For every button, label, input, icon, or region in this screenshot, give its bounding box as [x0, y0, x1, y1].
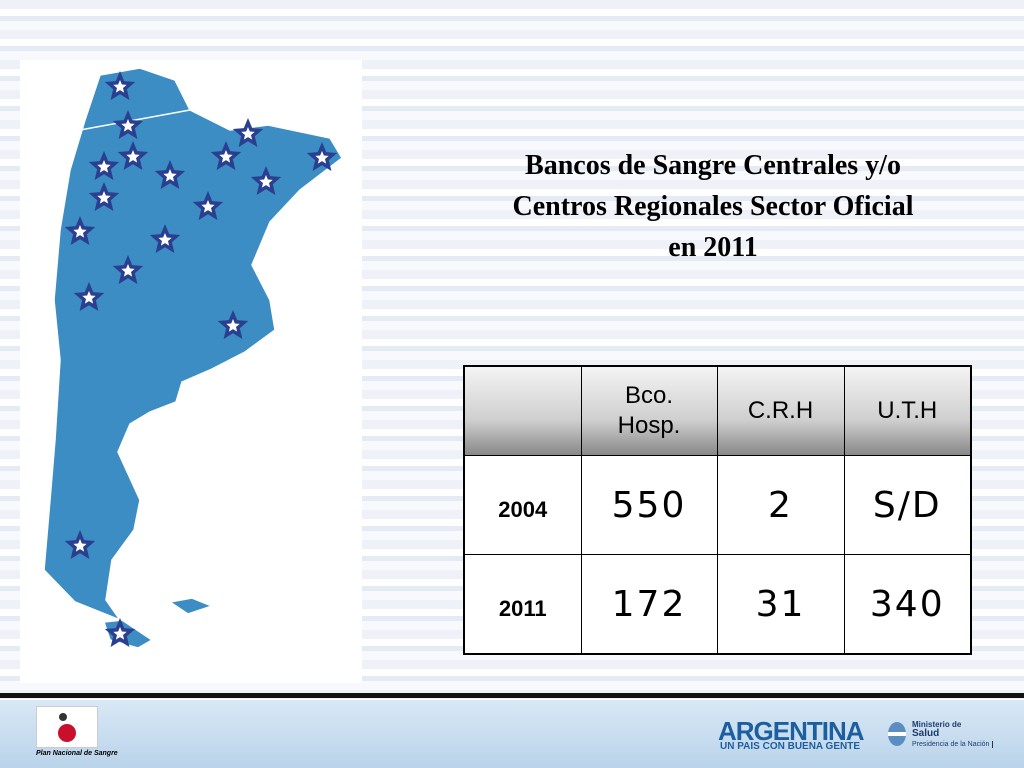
star-center — [73, 225, 87, 238]
data-table: Bco. Hosp. C.R.H U.T.H 2004 550 2 S/D 20… — [463, 365, 972, 655]
province-borders — [79, 109, 191, 131]
star-center — [315, 151, 329, 164]
coat-of-arms — [888, 722, 906, 746]
title-line: Centros Regionales Sector Oficial — [512, 191, 914, 222]
star-center — [73, 539, 87, 552]
star-center — [113, 627, 127, 640]
star-center — [201, 200, 215, 213]
star-center — [121, 119, 135, 132]
star-center — [241, 127, 255, 140]
title: Bancos de Sangre Centrales y/o Centros R… — [440, 145, 986, 268]
star-center — [97, 160, 111, 173]
map-panel — [0, 67, 1024, 698]
header-cell: U.T.H — [843, 365, 972, 456]
title-line: en 2011 — [668, 232, 758, 263]
presidency: Presidencia de la Nación — [912, 741, 994, 748]
value-cell: 31 — [716, 554, 845, 655]
value-cell: 172 — [580, 554, 718, 655]
value-cell: 340 — [843, 554, 972, 655]
header-text: Bco. Hosp. — [617, 382, 681, 439]
star-center — [121, 264, 135, 277]
header-cell: C.R.H — [716, 365, 845, 456]
star-center — [82, 291, 96, 304]
divider — [0, 693, 1024, 698]
logo-caption: Plan Nacional de Sangre — [36, 750, 118, 757]
row: 2004 550 2 S/D — [463, 455, 972, 555]
star-center — [126, 150, 140, 163]
ministry: Ministerio de Salud — [912, 720, 962, 739]
brand: ARGENTINA — [718, 716, 865, 746]
header-cell: Bco. Hosp. — [580, 365, 718, 456]
capital-stars — [64, 71, 338, 647]
value-cell: S/D — [843, 455, 972, 555]
ministry-line: Salud — [912, 728, 940, 739]
value-cell: 550 — [580, 455, 718, 555]
star-center — [219, 150, 233, 163]
value-cell: 2 — [716, 455, 845, 555]
star-center — [158, 233, 172, 246]
title-line: Bancos de Sangre Centrales y/o — [525, 150, 901, 181]
year-cell: 2011 — [463, 554, 582, 655]
mainland — [43, 67, 343, 622]
ministry-line: Ministerio de — [912, 720, 962, 729]
header-cell — [463, 365, 582, 456]
header-row: Bco. Hosp. C.R.H U.T.H — [463, 365, 972, 456]
star-center — [259, 175, 273, 188]
star-center — [163, 169, 177, 182]
year-cell: 2004 — [463, 455, 582, 555]
star-center — [226, 319, 240, 332]
row: 2011 172 31 340 — [463, 554, 972, 655]
star-center — [97, 191, 111, 204]
logo — [36, 706, 98, 748]
footer: Plan Nacional de Sangre ARGENTINA UN PAI… — [0, 700, 1024, 768]
slogan: UN PAIS CON BUENA GENTE — [720, 741, 861, 752]
logo-icon — [58, 713, 76, 742]
star-center — [113, 80, 127, 93]
malvinas — [168, 597, 215, 615]
